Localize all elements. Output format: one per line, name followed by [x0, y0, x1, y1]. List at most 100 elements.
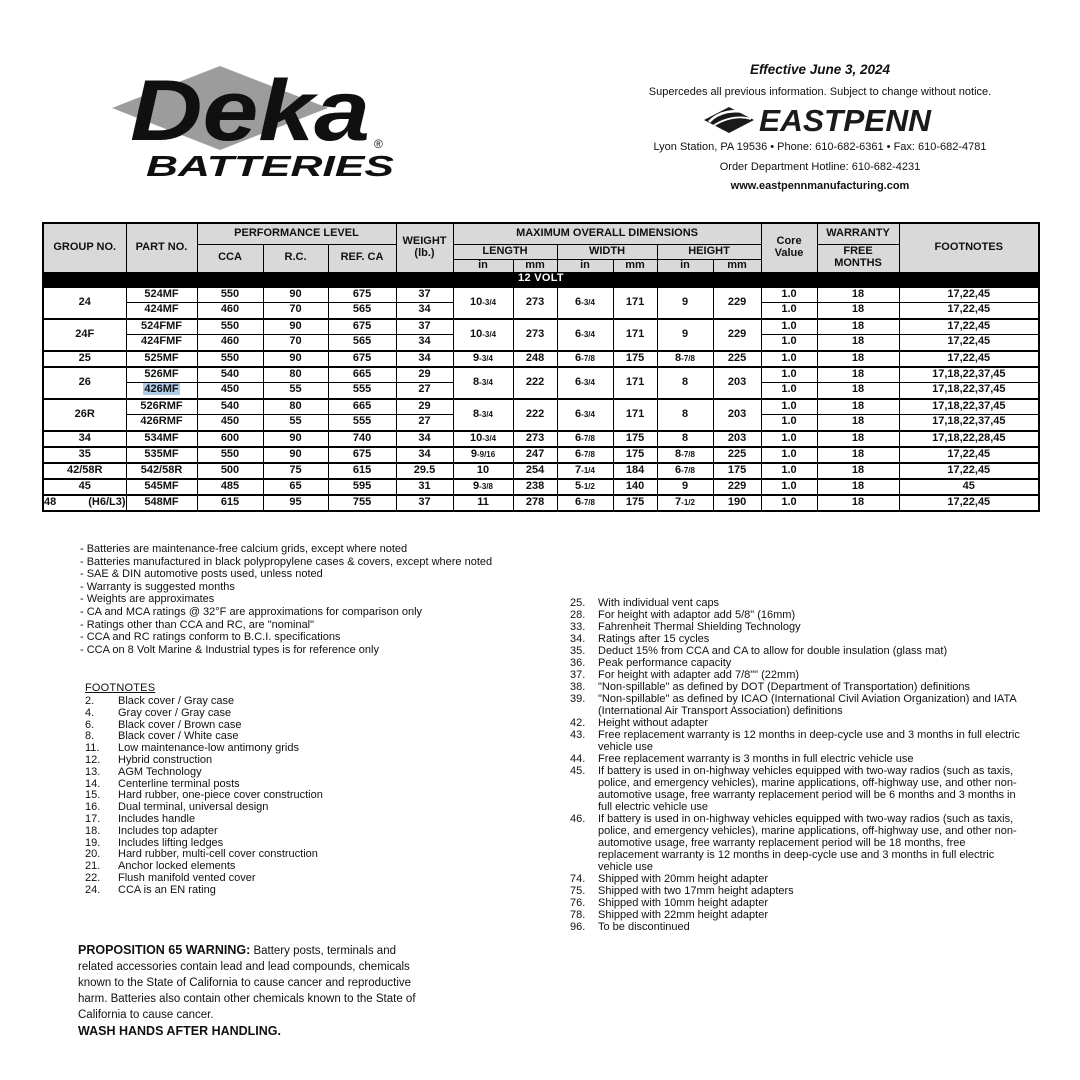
- cell-warranty-months: 18: [816, 302, 900, 319]
- footnote-item: 20. Hard rubber, multi-cell cover constru…: [85, 849, 465, 861]
- general-note-line: - CCA on 8 Volt Marine & Industrial type…: [80, 643, 379, 656]
- cell-group-no: 45: [42, 477, 127, 495]
- footnote-number: 8.: [85, 730, 95, 743]
- cell-part-no: 526MF: [125, 365, 198, 383]
- cell-warranty-months: 18: [816, 493, 900, 511]
- cell-width-in: 7-1/4: [556, 461, 614, 479]
- prop65-body: Battery posts, terminals and related acc…: [78, 945, 416, 1021]
- selected-part-number[interactable]: 426MF: [143, 383, 180, 396]
- footnote-number: 11.: [85, 742, 100, 755]
- footnote-item: 16. Dual terminal, universal design: [85, 801, 465, 814]
- footnote-item: 6. Black cover / Brown case: [85, 719, 465, 732]
- cell-width-mm: 140: [612, 477, 658, 495]
- footnote-text: Dual terminal, universal design: [118, 801, 269, 814]
- cell-length-mm: 238: [512, 477, 558, 495]
- cell-core-value: 1.0: [760, 493, 818, 511]
- cell-ref-ca: 675: [327, 445, 397, 463]
- col-header-height-in: in: [656, 258, 714, 273]
- cell-length-mm: 222: [512, 365, 558, 399]
- cell-ref-ca: 555: [327, 382, 397, 399]
- footnote-number: 74.: [570, 873, 586, 885]
- footnote-text: Shipped with two 17mm height adapters: [598, 885, 794, 897]
- cell-height-in: 9: [656, 477, 714, 495]
- cell-weight: 34: [395, 302, 454, 319]
- cell-part-no[interactable]: 426MF: [125, 382, 198, 399]
- footnote-item: 44. Free replacement warranty is 3 months…: [570, 753, 1026, 765]
- footnote-item: 24. CCA is an EN rating: [85, 883, 465, 897]
- cell-width-mm: 171: [612, 397, 658, 431]
- cell-core-value: 1.0: [760, 382, 818, 399]
- footnote-number: 96.: [570, 921, 586, 933]
- footnote-number: 34.: [570, 633, 586, 645]
- cell-length-mm: 273: [512, 317, 558, 351]
- footnote-item: 46. If battery is used in on-highway vehi…: [570, 813, 1026, 873]
- footnote-item: 13. AGM Technology: [85, 765, 465, 779]
- cell-ref-ca: 740: [327, 429, 397, 447]
- cell-footnotes: 17,18,22,28,45: [898, 429, 1040, 447]
- cell-cca: 450: [196, 414, 264, 431]
- cell-cca: 485: [196, 477, 264, 495]
- eastpenn-logo-graphic: EASTPENN: [704, 103, 932, 138]
- cell-warranty-months: 18: [816, 477, 900, 495]
- footnote-number: 17.: [85, 812, 101, 825]
- footnote-item: 74. Shipped with 20mm height adapter: [570, 873, 1026, 885]
- cell-rc: 80: [262, 397, 329, 415]
- cell-height-in: 8: [656, 365, 714, 399]
- table-body: 12 VOLT 24 524MF 550 90 675 37 10-3/4 273 6-3/4 17…: [42, 271, 1040, 511]
- cell-ref-ca: 665: [327, 397, 397, 415]
- cell-warranty-months: 18: [816, 334, 900, 351]
- cell-width-in: 6-7/8: [556, 429, 614, 447]
- cell-length-in: 9-9/16: [452, 445, 514, 463]
- footnote-text: Shipped with 10mm height adapter: [598, 897, 768, 909]
- cell-weight: 27: [395, 414, 454, 431]
- footnote-text: Free replacement warranty is 3 months in…: [598, 753, 914, 765]
- cell-width-in: 5-1/2: [556, 477, 614, 495]
- footnote-item: 45. If battery is used in on-highway vehi…: [570, 765, 1026, 813]
- cell-part-no: 525MF: [125, 349, 198, 367]
- general-note-line: - Batteries manufactured in black polypr…: [80, 555, 493, 568]
- cell-footnotes: 17,18,22,37,45: [898, 382, 1040, 399]
- cell-width-mm: 171: [612, 365, 658, 399]
- general-note-line: - Batteries are maintenance-free calcium…: [80, 543, 408, 555]
- footnote-text: "Non-spillable" as defined by ICAO (Inte…: [598, 693, 1017, 717]
- wash-hands-line: WASH HANDS AFTER HANDLING.: [78, 1024, 282, 1038]
- footnote-text: Fahrenheit Thermal Shielding Technology: [598, 621, 801, 633]
- cell-part-no: 524FMF: [125, 317, 198, 335]
- cell-ref-ca: 555: [327, 414, 397, 431]
- col-header-height: HEIGHT: [656, 243, 762, 260]
- cell-rc: 90: [262, 285, 329, 303]
- deka-reg-mark: ®: [374, 137, 383, 151]
- footnote-text: If battery is used in on-highway vehicle…: [598, 813, 1017, 873]
- cell-warranty-months: 18: [816, 317, 900, 335]
- footnotes-left-column: 2. Black cover / Gray case 4. Gray cover / …: [85, 695, 465, 897]
- footnote-text: If battery is used in on-highway vehicle…: [598, 765, 1017, 813]
- footnote-number: 22.: [85, 871, 101, 884]
- eastpenn-logo: EASTPENN: [618, 101, 1022, 139]
- footnote-item: 34. Ratings after 15 cycles: [570, 633, 1026, 645]
- footnote-number: 24.: [85, 883, 101, 896]
- cell-length-in: 9-3/4: [452, 349, 514, 367]
- table-row: 48 (H6/L3) 548MF 615 95 755 37 11 278 6-7/8 175 7-1…: [42, 493, 1040, 511]
- table-row: 34 534MF 600 90 740 34 10-3/4 273 6-7/8 175 8 203 1.…: [42, 429, 1040, 447]
- footnote-text: Includes lifting ledges: [118, 836, 224, 849]
- footnote-text: Deduct 15% from CCA and CA to allow for …: [598, 645, 948, 657]
- cell-core-value: 1.0: [760, 461, 818, 479]
- cell-weight: 29.5: [395, 461, 454, 479]
- cell-height-mm: 225: [712, 349, 762, 367]
- cell-width-mm: 171: [612, 317, 658, 351]
- footnote-text: AGM Technology: [118, 765, 202, 778]
- footnote-text: Shipped with 22mm height adapter: [598, 909, 768, 921]
- footnote-item: 21. Anchor locked elements: [85, 860, 465, 873]
- footnote-text: Low maintenance-low antimony grids: [118, 742, 299, 755]
- footnote-item: 76. Shipped with 10mm height adapter: [570, 897, 1026, 909]
- footnote-number: 4.: [85, 706, 95, 719]
- deka-logo-graphic: Deka ® BATTERIES: [112, 63, 395, 183]
- footnote-item: 15. Hard rubber, one-piece cover construc…: [85, 790, 465, 802]
- cell-weight: 27: [395, 382, 454, 399]
- cell-rc: 80: [262, 365, 329, 383]
- cell-part-no: 535MF: [125, 445, 198, 463]
- cell-length-in: 10-3/4: [452, 429, 514, 447]
- col-header-performance-level: PERFORMANCE LEVEL: [196, 222, 397, 245]
- cell-footnotes: 17,22,45: [898, 334, 1040, 351]
- footnote-number: 2.: [85, 695, 95, 707]
